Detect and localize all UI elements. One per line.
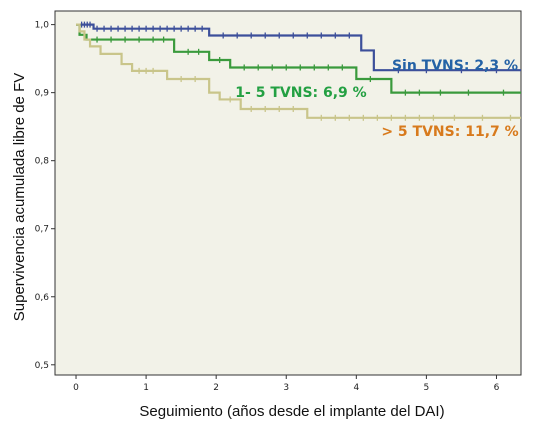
x-tick-label: 2: [213, 383, 219, 393]
x-axis-title: Seguimiento (años desde el implante del …: [139, 403, 444, 420]
y-tick-label: 0,8: [35, 157, 50, 167]
y-tick-label: 0,6: [35, 293, 50, 303]
y-tick-label: 1,0: [35, 21, 50, 31]
series-line-3: [76, 23, 521, 119]
x-tick-label: 5: [424, 383, 430, 393]
x-tick-label: 4: [353, 383, 359, 393]
series-label-1: Sin TVNS: 2,3 %: [392, 58, 518, 74]
x-tick-label: 1: [143, 383, 149, 393]
series-label-2: 1- 5 TVNS: 6,9 %: [235, 85, 366, 101]
series-label-3: > 5 TVNS: 11,7 %: [381, 124, 518, 140]
y-axis-title: Supervivencia acumulada libre de FV: [11, 73, 28, 321]
series-line-2: [76, 23, 521, 94]
x-tick-label: 6: [494, 383, 500, 393]
x-tick-label: 3: [283, 383, 289, 393]
x-tick-label: 0: [73, 383, 79, 393]
series-line-1: [76, 23, 521, 72]
y-tick-label: 0,9: [35, 89, 50, 99]
y-tick-label: 0,7: [35, 225, 49, 235]
y-tick-label: 0,5: [35, 361, 49, 371]
